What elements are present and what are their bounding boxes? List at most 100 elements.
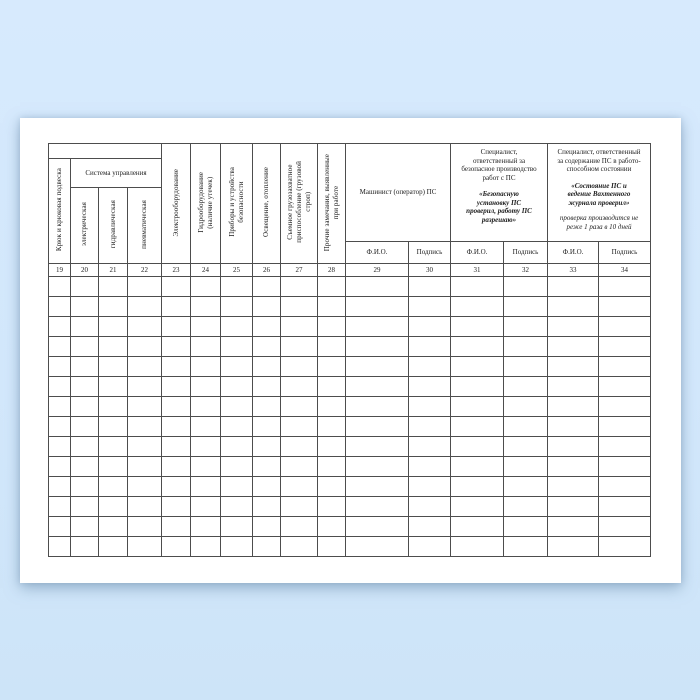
- header-group-machinist: Машинист (оператор) ПС: [344, 143, 452, 242]
- table-row: [48, 476, 652, 497]
- grid-cell: [70, 516, 99, 537]
- machinist-title: Машинист (оператор) ПС: [359, 188, 437, 197]
- spec2-note: проверка производится не реже 1 раза в 1…: [559, 214, 639, 231]
- grid-cell: [317, 456, 346, 477]
- grid-cell: [280, 476, 318, 497]
- grid-cell: [407, 336, 452, 357]
- grid-cell: [345, 456, 409, 477]
- spec2-quote: «Состояние ПС и ведение Вахтенного журна…: [567, 181, 631, 207]
- grid-cell: [252, 416, 281, 437]
- grid-cell: [317, 336, 346, 357]
- column-number-cell: 26: [252, 263, 281, 277]
- grid-cell: [598, 476, 652, 497]
- spec2-sign-header: Подпись: [598, 241, 652, 264]
- grid-cell: [161, 336, 191, 357]
- grid-cell: [503, 396, 549, 417]
- grid-cell: [317, 276, 346, 297]
- grid-cell: [220, 476, 253, 497]
- header-group-spec2: Специалист, ответственный за содержание …: [547, 143, 652, 242]
- grid-cell: [98, 316, 128, 337]
- grid-cell: [98, 356, 128, 377]
- grid-cell: [547, 476, 600, 497]
- grid-cell: [252, 336, 281, 357]
- grid-cell: [190, 536, 221, 557]
- grid-cell: [48, 516, 71, 537]
- header-col-20: электрическая: [70, 187, 99, 264]
- grid-cell: [161, 456, 191, 477]
- grid-cell: [48, 496, 71, 517]
- grid-cell: [127, 376, 162, 397]
- grid-cell: [98, 456, 128, 477]
- grid-cell: [503, 376, 549, 397]
- grid-cell: [161, 356, 191, 377]
- grid-cell: [161, 516, 191, 537]
- grid-cell: [98, 536, 128, 557]
- grid-cell: [598, 276, 652, 297]
- spec1-title: Специалист, ответственный за безопасное …: [461, 148, 537, 182]
- grid-cell: [70, 496, 99, 517]
- grid-cell: [503, 516, 549, 537]
- column-number-cell: 27: [280, 263, 318, 277]
- grid-cell: [547, 396, 600, 417]
- grid-cell: [220, 336, 253, 357]
- col-19-label: Крюк и крюковая подвеска: [55, 168, 63, 252]
- header-col-22: пневматическая: [127, 187, 162, 264]
- grid-cell: [345, 476, 409, 497]
- grid-cell: [98, 336, 128, 357]
- grid-cell: [280, 496, 318, 517]
- grid-cell: [280, 536, 318, 557]
- grid-cell: [280, 376, 318, 397]
- column-number-cell: 30: [407, 263, 452, 277]
- grid-cell: [161, 476, 191, 497]
- shift-log-table: Электрооборудование Гидрооборудование (н…: [48, 143, 652, 557]
- grid-cell: [252, 456, 281, 477]
- grid-cell: [503, 456, 549, 477]
- grid-cell: [450, 376, 505, 397]
- grid-cell: [407, 396, 452, 417]
- grid-cell: [345, 516, 409, 537]
- grid-cell: [547, 276, 600, 297]
- grid-cell: [70, 376, 99, 397]
- grid-cell: [503, 276, 549, 297]
- table-row: [48, 456, 652, 477]
- grid-cell: [317, 476, 346, 497]
- col-25-label: Приборы и устройства безопасности: [227, 167, 245, 238]
- grid-cell: [70, 296, 99, 317]
- grid-cell: [317, 356, 346, 377]
- grid-cell: [127, 456, 162, 477]
- table-row: [48, 276, 652, 297]
- table-row: [48, 396, 652, 417]
- grid-cell: [450, 316, 505, 337]
- grid-cell: [127, 476, 162, 497]
- column-number-cell: 33: [547, 263, 600, 277]
- grid-cell: [190, 296, 221, 317]
- spec1-quote: «Безопасную установку ПС проверил, работ…: [466, 190, 532, 224]
- grid-cell: [547, 356, 600, 377]
- grid-cell: [48, 296, 71, 317]
- grid-cell: [190, 396, 221, 417]
- grid-cell: [190, 496, 221, 517]
- grid-cell: [127, 416, 162, 437]
- grid-cell: [345, 376, 409, 397]
- header-col-19: Крюк и крюковая подвеска: [48, 158, 71, 264]
- grid-cell: [280, 396, 318, 417]
- grid-cell: [127, 296, 162, 317]
- column-number-cell: 23: [161, 263, 191, 277]
- grid-cell: [98, 416, 128, 437]
- grid-cell: [345, 536, 409, 557]
- grid-cell: [345, 496, 409, 517]
- grid-cell: [127, 396, 162, 417]
- table-row: [48, 496, 652, 517]
- grid-cell: [161, 416, 191, 437]
- grid-cell: [450, 416, 505, 437]
- table-row: [48, 416, 652, 437]
- column-number-cell: 32: [503, 263, 549, 277]
- spec2-title: Специалист, ответственный за содержание …: [557, 148, 641, 173]
- grid-cell: [161, 276, 191, 297]
- grid-cell: [70, 476, 99, 497]
- column-number-cell: 20: [70, 263, 99, 277]
- grid-cell: [98, 296, 128, 317]
- grid-cell: [598, 376, 652, 397]
- grid-cell: [127, 516, 162, 537]
- grid-cell: [70, 536, 99, 557]
